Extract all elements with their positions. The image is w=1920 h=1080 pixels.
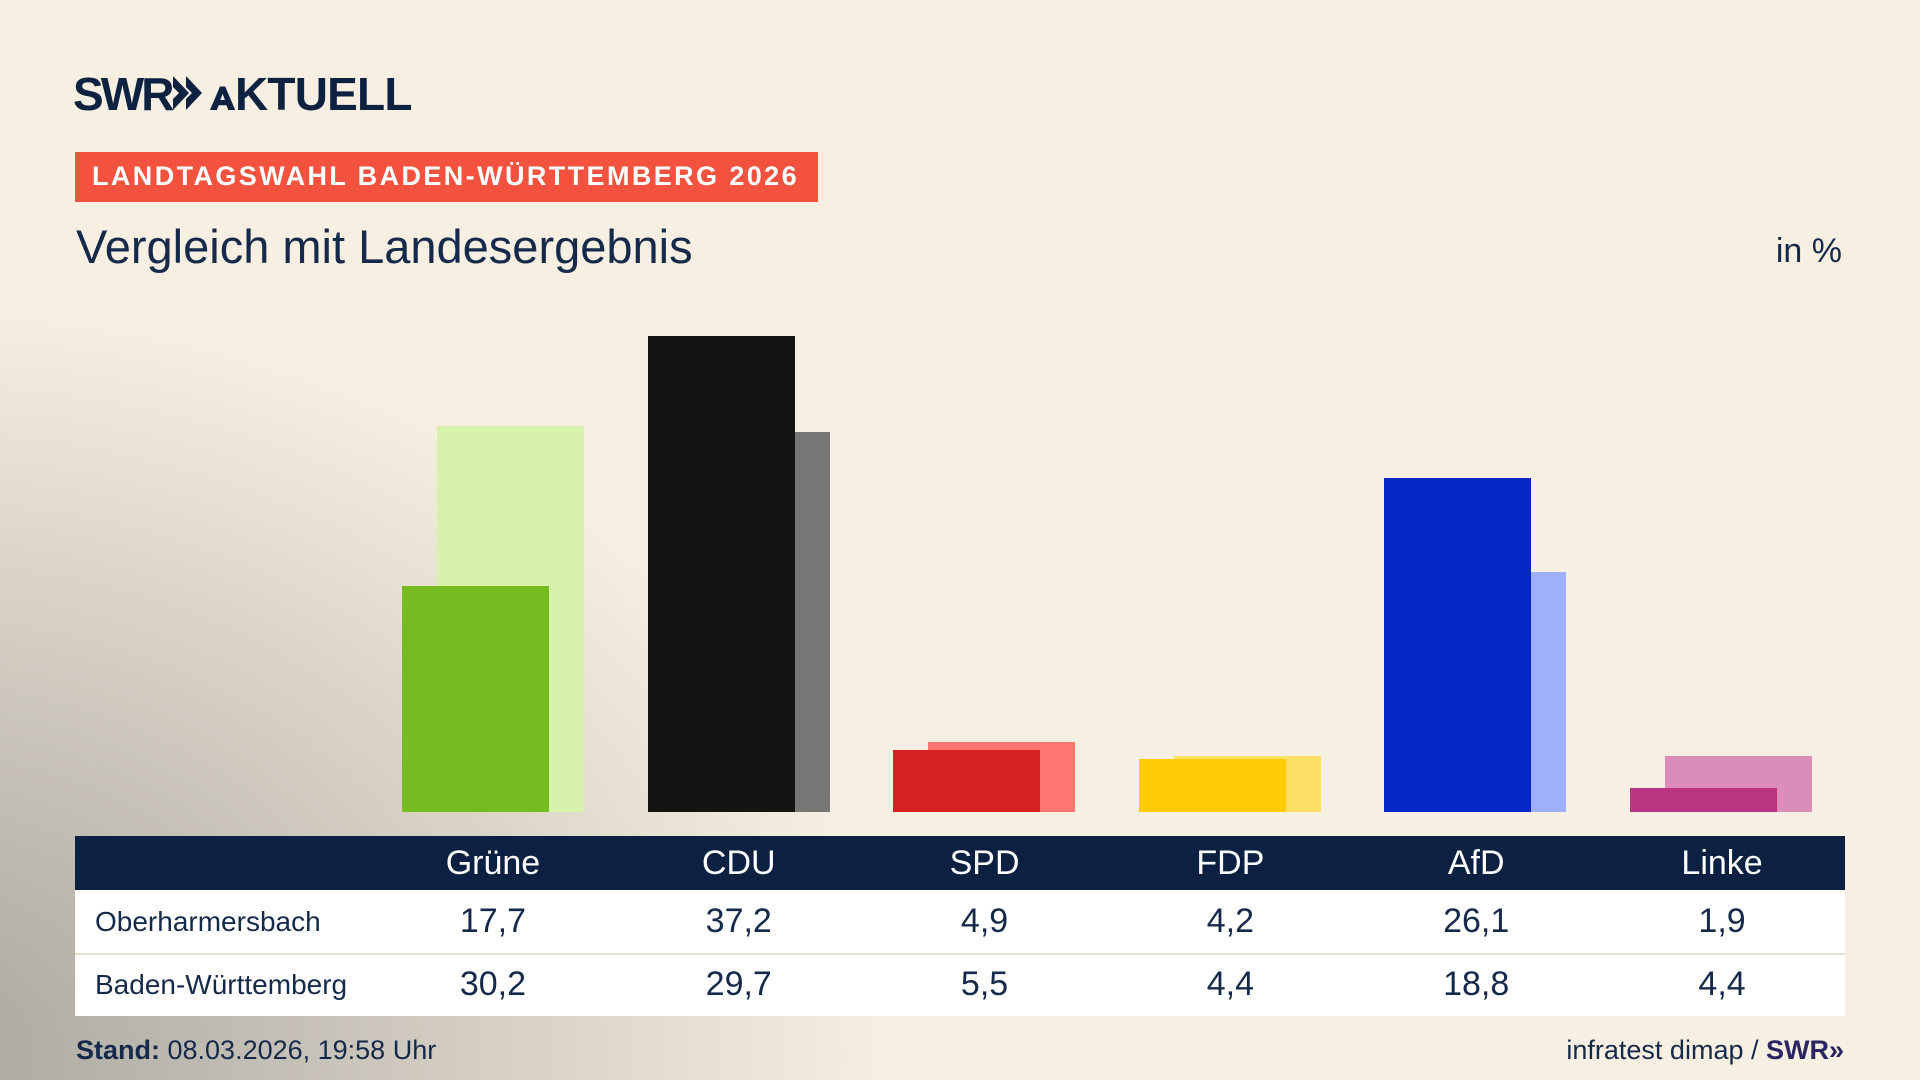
svg-text:SWR: SWR: [73, 68, 174, 120]
svg-text:KTUELL: KTUELL: [235, 68, 412, 120]
